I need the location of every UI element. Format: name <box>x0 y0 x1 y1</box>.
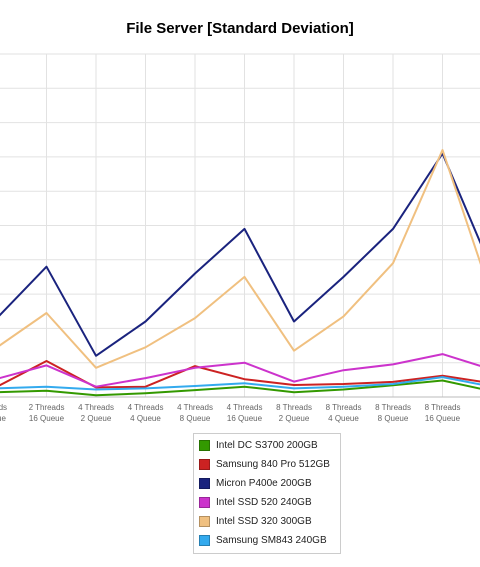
chart-title: File Server [Standard Deviation] <box>126 20 354 37</box>
x-tick-label: 4 Threads 2 Queue <box>78 403 114 423</box>
legend-label: Intel DC S3700 200GB <box>216 440 318 451</box>
legend-label: Samsung SM843 240GB <box>216 535 327 546</box>
legend-swatch <box>199 497 210 508</box>
legend-item[interactable]: Intel SSD 520 240GB <box>194 493 340 512</box>
legend-swatch <box>199 516 210 527</box>
series-line-0 <box>0 379 480 397</box>
legend: Intel DC S3700 200GB Samsung 840 Pro 512G… <box>193 433 341 554</box>
x-tick-label: 8 Threads 16 Queue <box>425 403 461 423</box>
x-tick-label: 4 Threads 4 Queue <box>128 403 164 423</box>
x-tick-label: 8 Threads 2 Queue <box>276 403 312 423</box>
series-line-2 <box>0 152 480 357</box>
legend-label: Intel SSD 320 300GB <box>216 516 312 527</box>
x-tick-label: 2 Threads 16 Queue <box>29 403 65 423</box>
x-tick-label: readsueue <box>0 403 7 423</box>
x-tick-label: 8 Threads 4 Queue <box>326 403 362 423</box>
x-tick-label: 4 Threads 16 Queue <box>227 403 263 423</box>
grid <box>0 53 480 398</box>
legend-item[interactable]: Intel SSD 320 300GB <box>194 512 340 531</box>
legend-item[interactable]: Samsung SM843 240GB <box>194 531 340 550</box>
legend-item[interactable]: Samsung 840 Pro 512GB <box>194 455 340 474</box>
legend-swatch <box>199 535 210 546</box>
legend-label: Micron P400e 200GB <box>216 478 312 489</box>
legend-item[interactable]: Intel DC S3700 200GB <box>194 436 340 455</box>
legend-swatch <box>199 459 210 470</box>
series-line-4 <box>0 149 480 369</box>
series-lines <box>0 149 480 397</box>
legend-label: Samsung 840 Pro 512GB <box>216 459 330 470</box>
series-line-5 <box>0 376 480 391</box>
x-tick-label: 4 Threads 8 Queue <box>177 403 213 423</box>
legend-label: Intel SSD 520 240GB <box>216 497 312 508</box>
legend-swatch <box>199 440 210 451</box>
legend-swatch <box>199 478 210 489</box>
series-line-3 <box>0 353 480 388</box>
x-tick-label: 8 Threads 8 Queue <box>375 403 411 423</box>
legend-item[interactable]: Micron P400e 200GB <box>194 474 340 493</box>
